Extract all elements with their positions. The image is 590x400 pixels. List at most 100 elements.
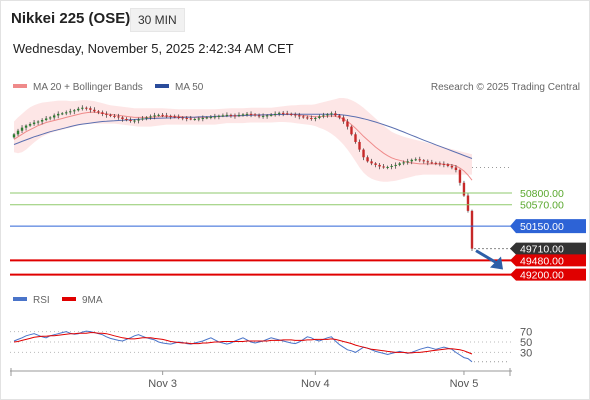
candle-body	[213, 116, 217, 118]
candle	[277, 111, 281, 117]
candle	[173, 114, 176, 119]
candle-body	[330, 113, 333, 115]
candle	[426, 159, 430, 166]
candle-body	[290, 113, 293, 115]
candle-body	[12, 134, 16, 138]
candle-body	[406, 161, 409, 163]
candle	[225, 112, 229, 118]
candle	[109, 113, 112, 118]
candle-body	[181, 117, 184, 119]
candle	[410, 158, 413, 165]
candle	[366, 155, 369, 163]
candle	[290, 112, 293, 117]
candle-body	[197, 118, 201, 120]
support-tag	[510, 254, 586, 267]
candle-body	[205, 117, 209, 119]
candle	[306, 115, 309, 120]
candle-body	[358, 141, 361, 150]
candle	[330, 111, 333, 118]
candle	[209, 115, 213, 120]
candle	[56, 111, 60, 119]
candle	[113, 114, 116, 119]
level-last: 49710.00	[474, 242, 586, 256]
candle	[249, 111, 253, 118]
candle	[414, 157, 417, 162]
candle	[141, 115, 144, 121]
candle-body	[56, 113, 60, 116]
support-label: 49200.00	[520, 270, 564, 282]
candle	[430, 159, 434, 165]
candle	[281, 110, 285, 117]
interval-button[interactable]: 30 MIN	[130, 8, 185, 32]
candle	[334, 110, 337, 117]
candle	[237, 112, 241, 118]
candle	[193, 117, 196, 121]
candle-body	[145, 117, 148, 119]
candle	[32, 120, 36, 126]
support-tag	[510, 268, 586, 281]
pivot-label: 50150.00	[520, 221, 564, 233]
candle-body	[261, 115, 265, 117]
candle-body	[173, 116, 176, 118]
candle-body	[382, 166, 385, 168]
candle	[105, 111, 108, 118]
candle	[394, 162, 397, 169]
candle-body	[245, 113, 249, 115]
candle	[269, 113, 273, 117]
page-title: Nikkei 225 (OSE)	[11, 10, 131, 27]
candle-body	[269, 114, 273, 116]
support-label: 49480.00	[520, 255, 564, 267]
candle	[85, 106, 88, 111]
candle	[450, 164, 454, 170]
candle	[442, 161, 446, 168]
candle-body	[350, 126, 353, 135]
candle-body	[16, 130, 20, 135]
candle-body	[338, 115, 341, 118]
timestamp: Wednesday, November 5, 2025 2:42:34 AM C…	[13, 41, 294, 56]
candle	[93, 107, 96, 113]
candle-body	[362, 149, 365, 158]
candle	[205, 116, 209, 120]
candle	[454, 164, 458, 173]
time-axis-tick-label: Nov 4	[301, 378, 330, 390]
candle	[28, 122, 32, 127]
candle-body	[402, 162, 405, 164]
candle	[462, 180, 466, 197]
candle-body	[221, 115, 225, 117]
candle-body	[410, 159, 413, 162]
candle-body	[209, 116, 213, 118]
candle	[77, 106, 80, 112]
candle-body	[462, 182, 466, 196]
candle	[386, 165, 389, 170]
candle	[65, 110, 68, 116]
candle	[398, 162, 401, 167]
candle-body	[378, 164, 381, 167]
candle-body	[442, 163, 446, 165]
candle-body	[149, 116, 152, 118]
candle	[458, 168, 462, 186]
candle	[24, 124, 28, 131]
candle	[12, 133, 16, 139]
candle	[73, 109, 76, 115]
candle	[213, 113, 217, 120]
candle	[69, 108, 72, 115]
candle	[273, 111, 277, 117]
candle-body	[185, 117, 188, 119]
pivot-tag	[510, 219, 586, 234]
candle	[378, 163, 381, 170]
source-note: Research © 2025 Trading Central	[431, 82, 580, 93]
ma50-legend-label: MA 50	[175, 82, 204, 93]
candle-body	[470, 210, 474, 249]
time-axis-tick-label: Nov 5	[450, 378, 479, 390]
candle-body	[177, 116, 180, 118]
candle	[285, 110, 289, 116]
candle-body	[165, 115, 168, 117]
candle	[185, 116, 188, 122]
candle	[402, 160, 405, 166]
price-legend: MA 20 + Bollinger Bands MA 50 Research ©…	[13, 82, 580, 93]
candle-body	[426, 161, 430, 163]
candle-body	[121, 117, 124, 119]
time-axis: Nov 3 Nov 4 Nov 5	[10, 368, 512, 390]
candle	[129, 117, 132, 123]
